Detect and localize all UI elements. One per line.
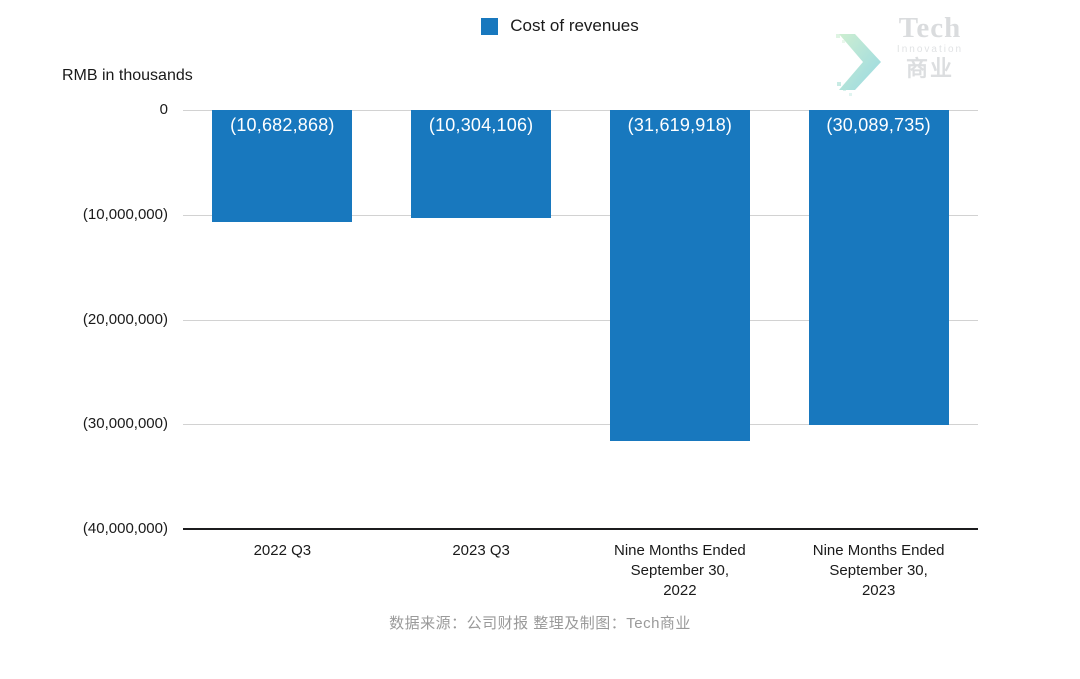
chevron-right-icon	[836, 34, 881, 96]
y-tick-label: (10,000,000)	[82, 205, 168, 223]
y-axis-title: RMB in thousands	[62, 67, 193, 84]
x-category-label: Nine Months Ended September 30, 2022	[614, 542, 746, 599]
y-tick-label: (40,000,000)	[82, 520, 168, 537]
gridline	[183, 110, 978, 111]
legend-swatch-icon	[481, 17, 499, 35]
gridline	[183, 214, 978, 216]
bar-3: (31,619,918)	[609, 110, 750, 442]
bar-value-label: (10,304,106)	[428, 115, 534, 135]
logo-subtitle: Innovation	[896, 44, 964, 55]
bar-1: (10,682,868)	[212, 110, 353, 222]
logo-cjk-name: 商业	[905, 56, 954, 81]
y-tick-label: (30,000,000)	[82, 415, 168, 433]
gridline	[183, 319, 978, 321]
logo-text: Tech Innovation 商业	[869, 12, 991, 82]
logo-title: Tech	[898, 12, 962, 44]
bar-value-label: (30,089,735)	[826, 115, 931, 135]
source-note: 数据来源：公司财报 整理及制图：Tech商业	[389, 615, 691, 632]
x-category-label: Nine Months Ended September 30, 2023	[812, 542, 945, 599]
bar-value-label: (31,619,918)	[627, 115, 733, 135]
legend-label: Cost of revenues	[510, 16, 639, 35]
gridline	[183, 424, 978, 426]
x-category-label: 2022 Q3	[253, 542, 312, 559]
bar-value-label: (10,682,868)	[230, 115, 335, 135]
x-category-label: 2023 Q3	[452, 542, 510, 559]
plot-area: (10,682,868) (10,304,106) (31,619,918) (30,…	[183, 110, 978, 530]
x-axis-line	[183, 528, 978, 530]
bar-2: (10,304,106)	[411, 110, 552, 218]
brand-watermark: Tech Innovation 商业	[833, 6, 998, 101]
legend: Cost of revenues	[140, 16, 980, 36]
y-axis-tick-labels: 0 (10,000,000) (20,000,000) (30,000,000) (40…	[0, 101, 168, 537]
y-tick-label: 0	[159, 101, 168, 118]
bar-4: (30,089,735)	[808, 110, 949, 426]
y-tick-label: (20,000,000)	[82, 310, 168, 328]
x-axis-labels: 2022 Q3 2023 Q3 Nine Months Ended Septembe…	[183, 541, 978, 611]
